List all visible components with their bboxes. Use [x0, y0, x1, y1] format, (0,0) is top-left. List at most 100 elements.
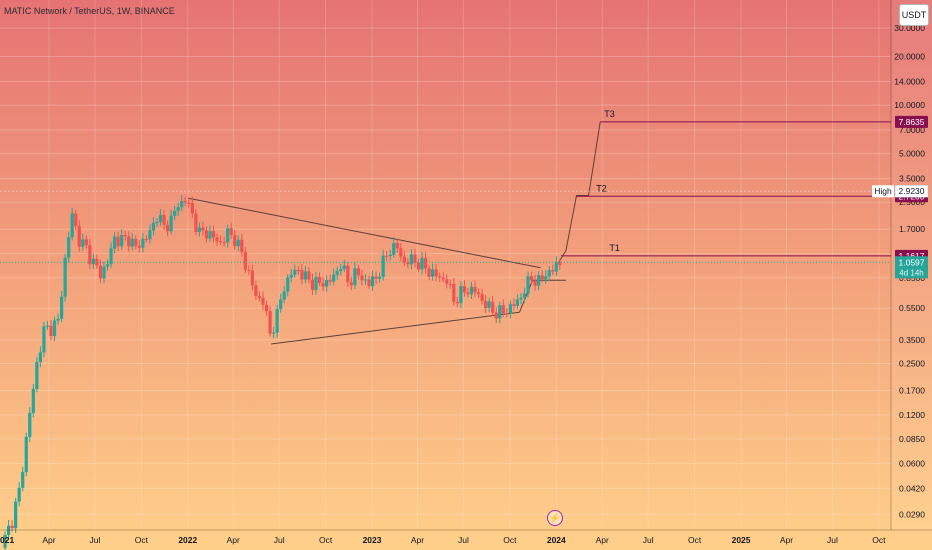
candle-body [360, 275, 364, 281]
candle-body [484, 300, 488, 308]
candle-body [109, 248, 113, 265]
candle-body [211, 231, 216, 238]
candle-body [289, 274, 293, 278]
y-tick-label: 3.5000 [899, 174, 925, 184]
high-tag [872, 185, 894, 198]
candle-body [52, 320, 57, 337]
candle-body [3, 534, 7, 548]
candle-body [399, 248, 403, 257]
candle-body [346, 265, 350, 283]
candle-body [455, 301, 459, 304]
candle-body [21, 472, 25, 488]
candle-body [28, 412, 32, 437]
candle-body [441, 277, 445, 280]
candle-body [533, 280, 537, 286]
y-tick-label: 0.0290 [899, 509, 925, 519]
candle-body [116, 236, 120, 247]
candle-body [130, 238, 134, 247]
projection-path[interactable] [557, 121, 601, 264]
candle-body [243, 251, 247, 270]
candle-body [81, 239, 85, 247]
y-tick-label: 1.7000 [899, 224, 925, 234]
candle-body [134, 238, 138, 246]
candle-body [491, 301, 495, 313]
x-tick-label: Oct [135, 535, 149, 545]
candle-body [551, 270, 555, 272]
x-tick-label: 021 [0, 535, 14, 545]
candle-body [165, 224, 170, 232]
countdown-text: 4d 14h [899, 268, 923, 277]
candle-body [537, 275, 541, 286]
candle-body [226, 228, 230, 243]
triangle-upper-line[interactable] [187, 197, 541, 269]
candle-body [325, 280, 329, 287]
x-tick-label: Apr [411, 535, 424, 545]
candle-body [431, 269, 435, 277]
y-tick-label: 0.0850 [899, 434, 925, 444]
candle-body [310, 279, 315, 290]
high-price-text: 2.9230 [899, 186, 925, 196]
lightning-icon[interactable]: ⚡ [547, 510, 563, 526]
candle-body [378, 276, 382, 279]
candle-body [462, 286, 467, 293]
candle-body [127, 236, 131, 247]
candle-body [112, 236, 117, 249]
y-tick-label: 0.1700 [899, 385, 925, 395]
candle-body [448, 283, 452, 285]
candle-body [367, 279, 371, 287]
y-tick-label: 0.0420 [899, 483, 925, 493]
triangle-lower-line[interactable] [271, 311, 520, 345]
candle-body [413, 254, 417, 263]
candle-body [24, 436, 28, 473]
candle-body [498, 305, 502, 319]
y-tick-label: 0.3500 [899, 335, 925, 345]
candle-body [321, 283, 325, 287]
target-label-t2: T2 [596, 183, 607, 193]
candle-body [84, 239, 88, 246]
candle-body [148, 230, 152, 240]
candle-body [501, 305, 505, 314]
candle-body [6, 525, 11, 535]
candle-body [303, 271, 308, 280]
y-tick-label: 0.0600 [899, 458, 925, 468]
high-price-tag [894, 184, 929, 198]
candle-body [459, 286, 463, 304]
candle-body [300, 270, 304, 280]
target-label-t1: T1 [609, 243, 620, 253]
candle-body [272, 332, 276, 334]
candle-body [35, 361, 39, 389]
current-price-text: 1.0597 [899, 257, 925, 267]
candle-body [332, 274, 336, 282]
candle-body [162, 215, 166, 225]
candle-body [423, 258, 428, 269]
candle-body [317, 277, 322, 284]
y-tick-label: 0.5500 [899, 303, 925, 313]
candle-body [67, 237, 71, 258]
candle-body [349, 282, 353, 286]
candle-body [416, 262, 421, 270]
candle-body [42, 326, 46, 353]
candle-body [102, 266, 106, 279]
candle-body [222, 242, 226, 244]
candle-body [180, 201, 184, 208]
candle-body [120, 235, 124, 247]
candle-body [505, 313, 509, 315]
candle-body [219, 241, 223, 243]
candle-body [469, 286, 474, 295]
candle-body [554, 262, 558, 272]
candle-body [38, 352, 42, 362]
candle-body [370, 276, 375, 287]
candle-body [339, 269, 343, 271]
candle-body [77, 225, 81, 247]
candle-body [261, 297, 265, 305]
target-price-tag [895, 115, 928, 128]
candle-body [158, 215, 163, 223]
candle-body [95, 258, 99, 266]
currency-button[interactable]: USDT [899, 4, 929, 26]
candle-body [190, 202, 194, 214]
candle-body [522, 293, 527, 298]
candle-body [74, 213, 78, 226]
target-label-t3: T3 [604, 109, 615, 119]
